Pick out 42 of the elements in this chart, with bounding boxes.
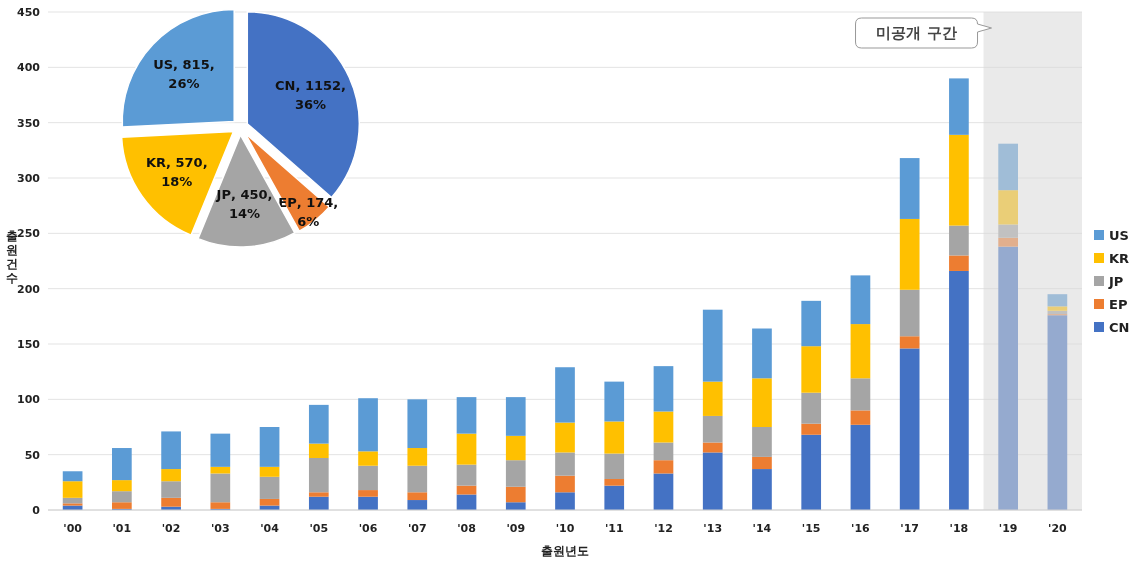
x-tick-label: '14 (752, 522, 772, 535)
y-tick-label: 0 (32, 504, 41, 517)
x-tick-label: '09 (506, 522, 526, 535)
x-tick-label: '03 (210, 522, 230, 535)
band-label: 미공개 구간 (876, 24, 957, 42)
y-tick-label: 50 (24, 448, 41, 462)
x-tick-label: '06 (358, 522, 378, 535)
legend-label: CN (1109, 320, 1130, 335)
x-tick-label: '17 (900, 522, 920, 535)
legend-label: US (1109, 228, 1129, 243)
x-tick-label: '08 (457, 522, 476, 535)
y-tick-label: 350 (17, 116, 41, 130)
y-axis-title: 출원건수 (6, 229, 18, 285)
x-tick-label: '05 (309, 522, 329, 535)
legend-label: JP (1108, 274, 1124, 289)
x-tick-label: '16 (851, 522, 871, 535)
x-tick-label: '18 (949, 522, 969, 535)
x-tick-label: '12 (654, 522, 673, 535)
x-tick-label: '04 (260, 522, 280, 535)
legend-label: KR (1109, 251, 1130, 266)
x-tick-label: '11 (604, 522, 624, 535)
x-tick-label: '19 (998, 522, 1018, 535)
x-tick-label: '07 (407, 522, 427, 535)
slice-label: KR (145, 154, 167, 170)
x-axis-title: 출원년도 (541, 544, 589, 558)
data-label: , 1152, 36% (294, 78, 347, 113)
x-tick-label: '02 (161, 522, 181, 535)
x-tick-label: '20 (1048, 522, 1068, 535)
slice-label: CN (275, 78, 296, 94)
y-tick-label: 200 (17, 282, 41, 296)
y-tick-label: 300 (17, 172, 41, 185)
x-tick-label: '01 (112, 522, 132, 535)
legend-label: EP (1109, 297, 1128, 312)
y-tick-label: 150 (17, 338, 41, 351)
x-tick-label: '15 (801, 522, 821, 535)
x-tick-label: '10 (555, 522, 575, 535)
y-tick-label: 400 (17, 61, 41, 75)
y-tick-label: 100 (17, 393, 41, 407)
x-tick-label: '00 (63, 522, 83, 535)
y-tick-label: 450 (17, 6, 41, 19)
y-tick-label: 250 (17, 227, 41, 241)
x-tick-label: '13 (703, 522, 723, 535)
